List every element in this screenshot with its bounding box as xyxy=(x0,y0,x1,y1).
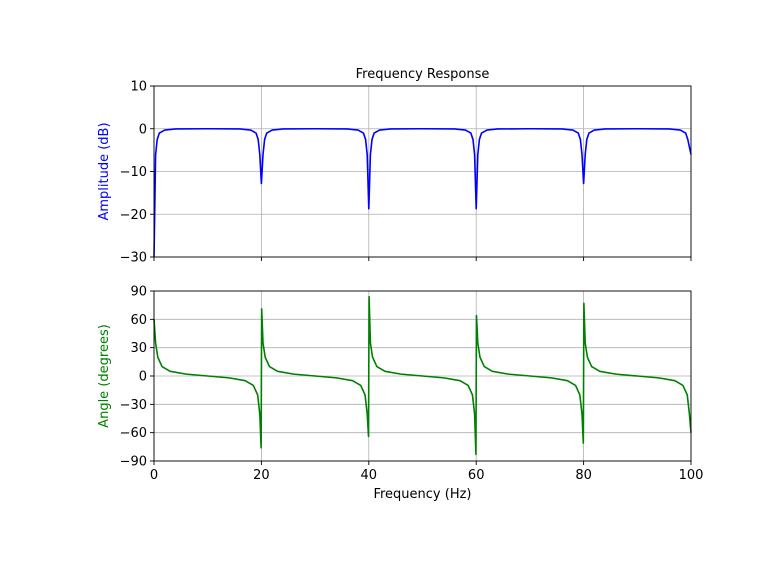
axes2-y-axis-label: Angle (degrees) xyxy=(97,324,112,428)
axes1-y-axis-label: Amplitude (dB) xyxy=(97,122,112,220)
axes2-x-tick-label: 40 xyxy=(361,468,378,483)
axes2-x-tick-label: 60 xyxy=(468,468,485,483)
axes1-y-tick-label: 0 xyxy=(139,122,147,137)
axes1-y-tick-label: 10 xyxy=(130,80,147,95)
axes2-y-tick-label: 90 xyxy=(130,285,147,300)
axes2-y-tick-label: 0 xyxy=(139,370,147,385)
axes2-y-tick-label: 60 xyxy=(130,313,147,328)
axes2-series-line xyxy=(153,295,692,456)
axes1-title: Frequency Response xyxy=(356,67,490,82)
axes2-y-tick-label: −30 xyxy=(120,398,147,413)
axes2-x-tick-label: 80 xyxy=(575,468,592,483)
axes1-series-line xyxy=(153,127,692,258)
axes2-x-axis-label: Frequency (Hz) xyxy=(373,487,471,502)
axes2-y-tick-label: 30 xyxy=(130,341,147,356)
axes2-x-tick-label: 0 xyxy=(150,468,158,483)
axes2-y-tick-label: −60 xyxy=(120,426,147,441)
axes1-y-tick-label: −20 xyxy=(120,208,147,223)
axes2-x-tick-label: 20 xyxy=(253,468,270,483)
axes1-y-tick-label: −10 xyxy=(120,165,147,180)
axes2-x-tick-label: 100 xyxy=(679,468,704,483)
axes2-y-tick-label: −90 xyxy=(120,455,147,470)
axes1-y-tick-label: −30 xyxy=(120,251,147,266)
